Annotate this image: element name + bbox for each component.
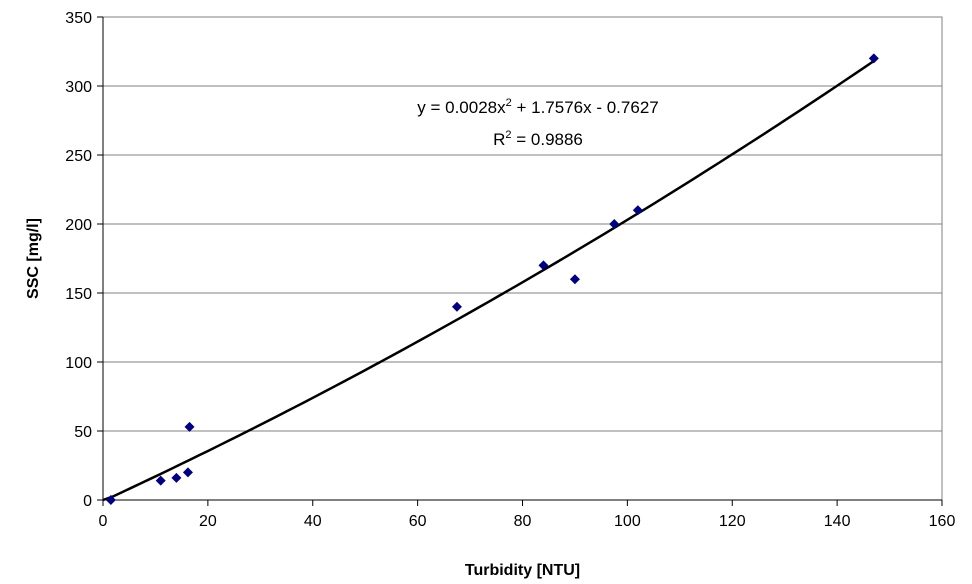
data-point — [538, 260, 549, 271]
data-point — [182, 467, 193, 478]
tick-labels: 0 50 100 150 200 250 300 350 0 20 40 60 80 100 120 140 1… — [65, 10, 955, 530]
y-tick-label: 50 — [74, 424, 92, 441]
r-squared-label: R2 = 0.9886 — [493, 129, 583, 149]
y-tick-label: 200 — [65, 217, 92, 234]
x-tick-label: 0 — [99, 513, 108, 530]
r2-part-1: R — [493, 130, 505, 149]
data-point — [569, 274, 580, 285]
x-tick-label: 100 — [614, 513, 641, 530]
equation-part-1: y = 0.0028x — [417, 98, 506, 117]
y-tick-label: 250 — [65, 148, 92, 165]
x-tick-label: 60 — [409, 513, 427, 530]
data-point — [105, 495, 116, 505]
x-tick-label: 160 — [929, 513, 956, 530]
data-point — [451, 301, 462, 312]
x-tick-label: 120 — [719, 513, 746, 530]
data-point — [171, 472, 182, 483]
x-tick-label: 20 — [199, 513, 217, 530]
x-tick-label: 40 — [304, 513, 322, 530]
equation-exponent: 2 — [506, 97, 512, 109]
plot-area — [102, 16, 943, 501]
y-tick-label: 0 — [83, 493, 92, 510]
data-point — [632, 205, 643, 216]
x-tick-label: 80 — [514, 513, 532, 530]
data-points — [105, 53, 879, 505]
data-point — [184, 421, 195, 432]
data-point — [868, 53, 879, 64]
y-tick-label: 100 — [65, 355, 92, 372]
data-point — [609, 219, 620, 229]
y-axis-label: SSC [mg/l] — [25, 218, 42, 299]
r2-exponent: 2 — [505, 129, 511, 141]
trendline-equation: y = 0.0028x2 + 1.7576x - 0.7627 — [417, 97, 658, 117]
equation-part-2: + 1.7576x - 0.7627 — [512, 98, 659, 117]
trendline — [102, 59, 875, 502]
y-tick-label: 150 — [65, 286, 92, 303]
y-tick-label: 300 — [65, 79, 92, 96]
r2-part-2: = 0.9886 — [512, 130, 583, 149]
axes — [97, 16, 943, 506]
x-axis-label: Turbidity [NTU] — [465, 562, 580, 579]
data-point — [155, 475, 166, 486]
y-tick-label: 350 — [65, 10, 92, 27]
x-tick-label: 140 — [824, 513, 851, 530]
gridlines — [103, 85, 942, 432]
